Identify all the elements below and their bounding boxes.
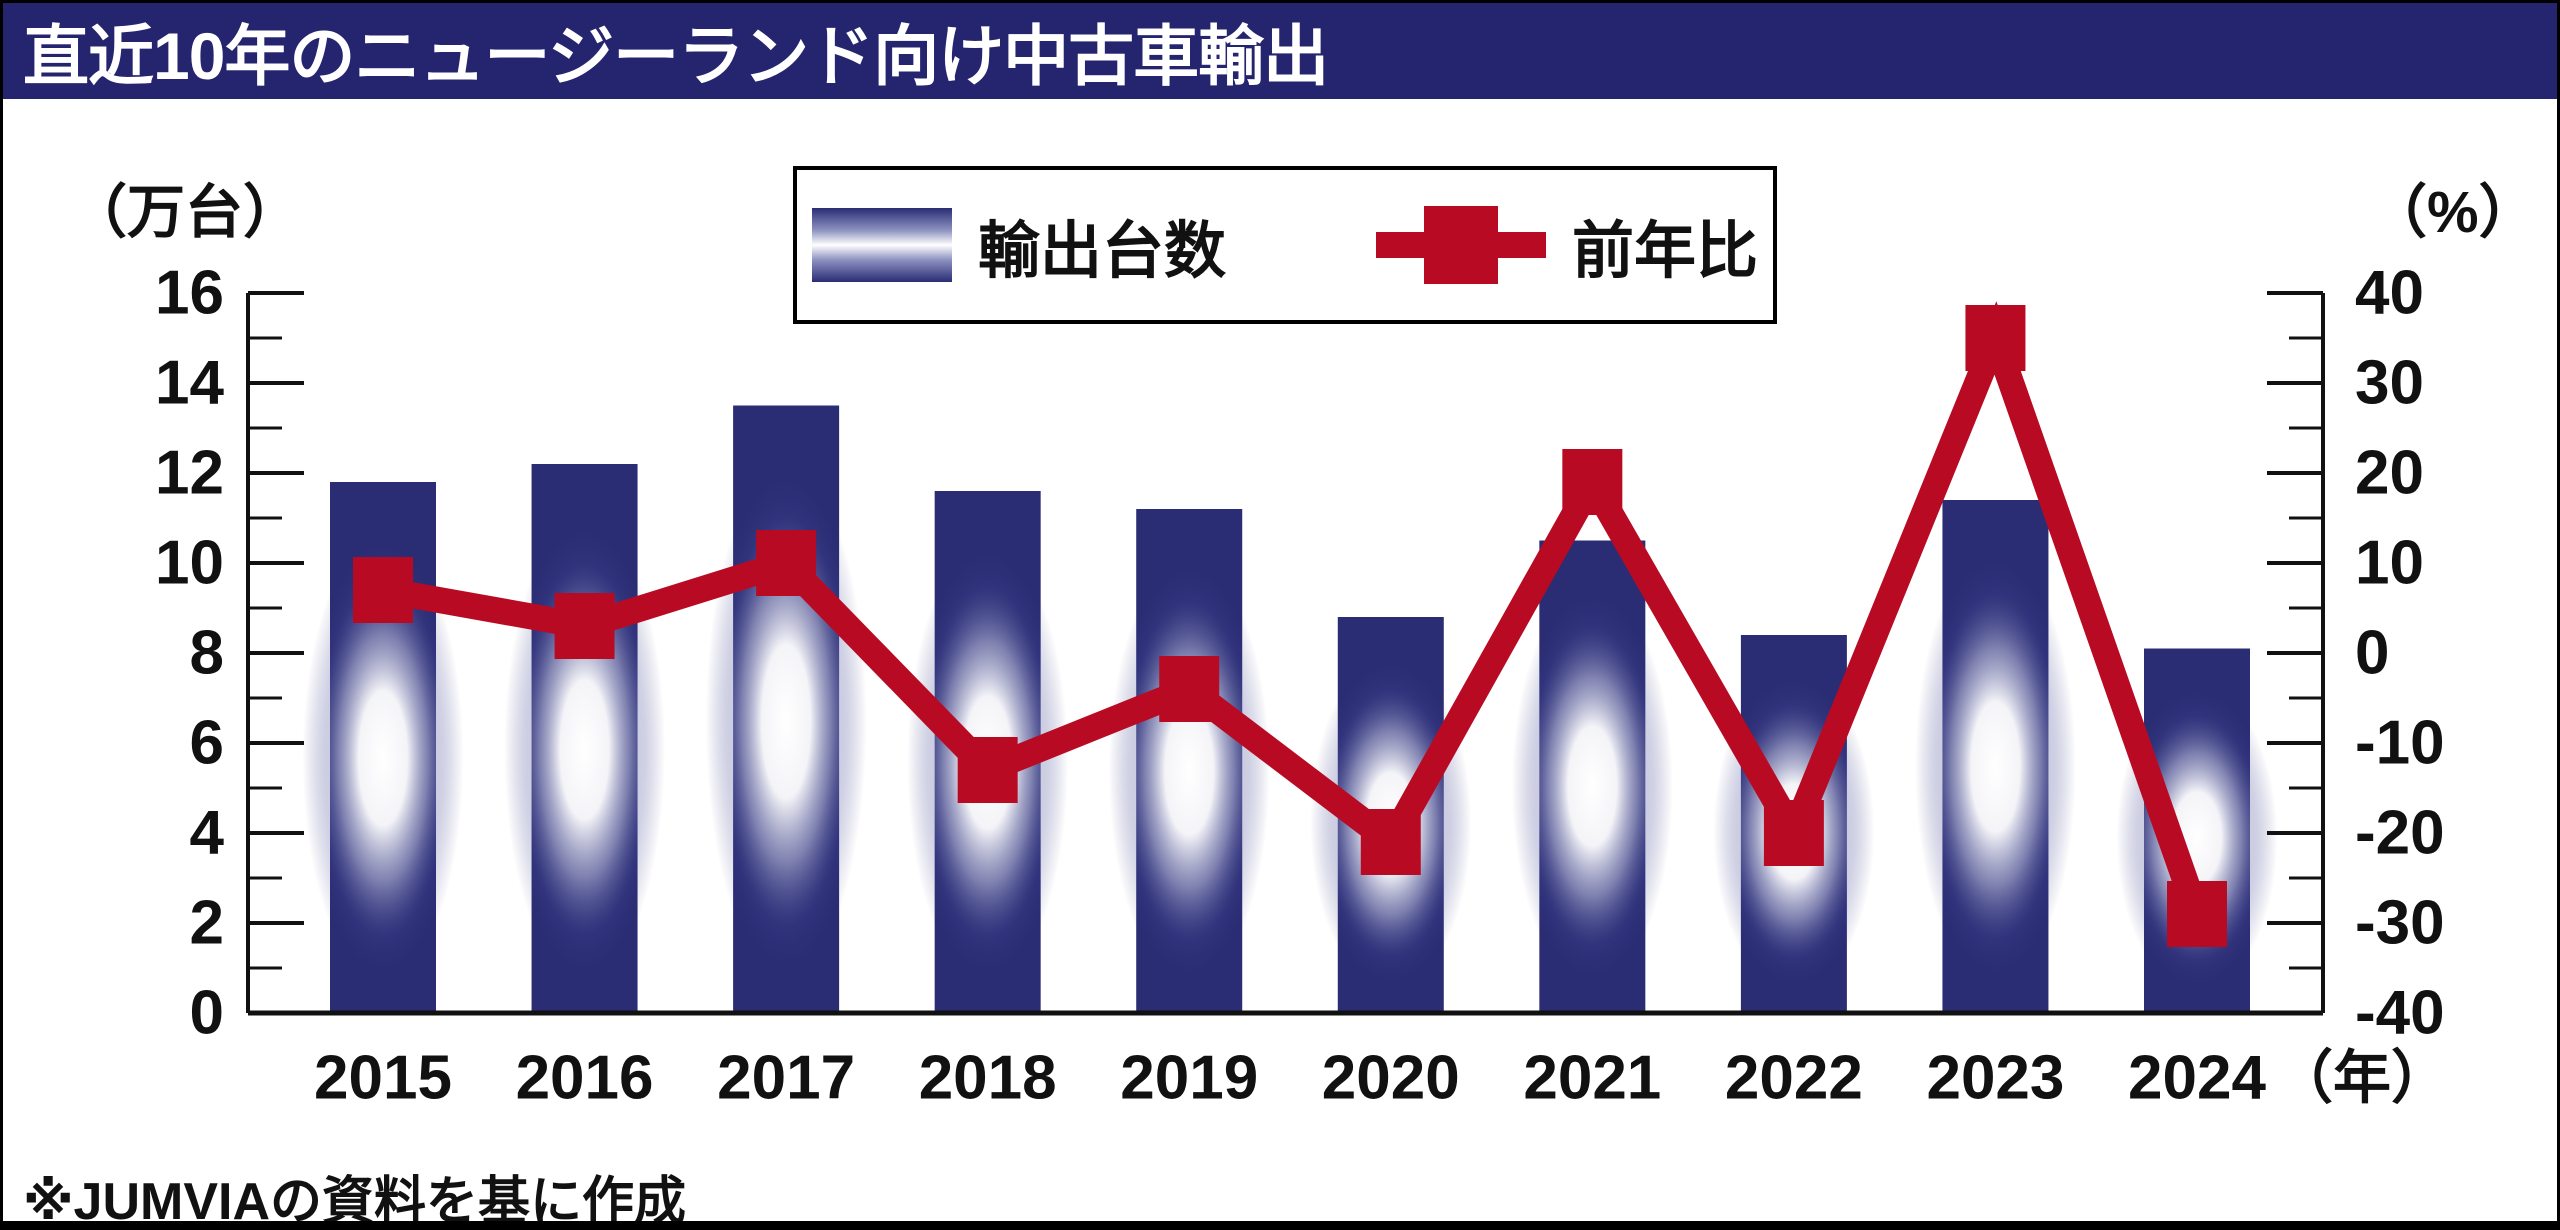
right-tick-labels: -40 -30 -20 -10 0 10 20 30 40	[2355, 259, 2445, 1048]
left-tick-label: 14	[155, 349, 224, 418]
marker-2017	[756, 530, 817, 596]
right-tick-label: -20	[2355, 799, 2445, 868]
year-label: 2018	[919, 1044, 1057, 1113]
chart-title: 直近10年のニュージーランド向け中古車輸出	[23, 19, 1329, 93]
left-tick-label: 2	[190, 889, 224, 958]
left-axis-unit: （万台）	[69, 180, 302, 245]
year-label: 2021	[1523, 1044, 1661, 1113]
year-label: 2024	[2128, 1044, 2266, 1113]
right-tick-label: 10	[2355, 529, 2424, 598]
right-tick-label: -30	[2355, 889, 2445, 958]
year-axis-suffix: （年）	[2275, 1046, 2449, 1111]
year-label: 2015	[314, 1044, 452, 1113]
line-series-marker-icon	[1376, 206, 1546, 284]
right-tick-label: -10	[2355, 709, 2445, 778]
bar-glow-2023	[1914, 551, 2077, 983]
source-note: ※JUMVIAの資料を基に作成	[23, 1173, 687, 1230]
left-tick-label: 8	[190, 619, 224, 688]
bar-glow-2019	[1108, 559, 1270, 983]
bar-glow-2021	[1511, 587, 1673, 985]
trend-markers	[353, 305, 2227, 947]
left-tick-label: 6	[190, 709, 224, 778]
left-tick-label: 10	[155, 529, 224, 598]
right-tick-label: 30	[2355, 349, 2424, 418]
right-tick-label: -40	[2355, 979, 2445, 1048]
marker-2016	[554, 593, 615, 659]
left-tick-label: 12	[155, 439, 224, 508]
right-axis-unit: （%）	[2369, 180, 2537, 245]
year-label: 2017	[717, 1044, 855, 1113]
right-tick-label: 20	[2355, 439, 2424, 508]
marker-2021	[1562, 449, 1623, 515]
marker-2020	[1360, 809, 1421, 875]
title-bar: 直近10年のニュージーランド向け中古車輸出	[3, 3, 2557, 99]
marker-2015	[353, 557, 413, 623]
bar-glow-2016	[503, 518, 666, 981]
year-label: 2020	[1322, 1044, 1460, 1113]
marker-2022	[1763, 800, 1824, 866]
left-tick-label: 4	[190, 799, 225, 868]
bar-series-swatch-icon	[811, 208, 952, 282]
line-series-label: 前年比	[1572, 217, 1759, 286]
trend-line	[380, 301, 2210, 919]
bars	[302, 405, 2278, 1013]
marker-2023	[1965, 305, 2026, 371]
bar-glow-2015	[302, 535, 464, 982]
year-label: 2016	[516, 1044, 654, 1113]
bar-series-label: 輸出台数	[977, 217, 1226, 286]
right-tick-label: 40	[2355, 259, 2424, 328]
left-tick-label: 16	[155, 259, 224, 328]
year-labels: 2015 2016 2017 2018 2019 2020 2021 2022 2023 2024…	[314, 1044, 2449, 1113]
year-label: 2019	[1120, 1044, 1258, 1113]
year-label: 2022	[1725, 1044, 1863, 1113]
line-legend-square	[1424, 206, 1498, 284]
left-tick-labels: 0 2 4 6 8 10 12 14 16	[155, 259, 224, 1048]
marker-2018	[957, 737, 1018, 803]
marker-2024	[2167, 881, 2227, 947]
left-tick-label: 0	[190, 979, 224, 1048]
year-label: 2023	[1926, 1044, 2064, 1113]
legend: 輸出台数 前年比	[793, 166, 1777, 324]
right-tick-label: 0	[2355, 619, 2389, 688]
marker-2019	[1159, 656, 1220, 722]
